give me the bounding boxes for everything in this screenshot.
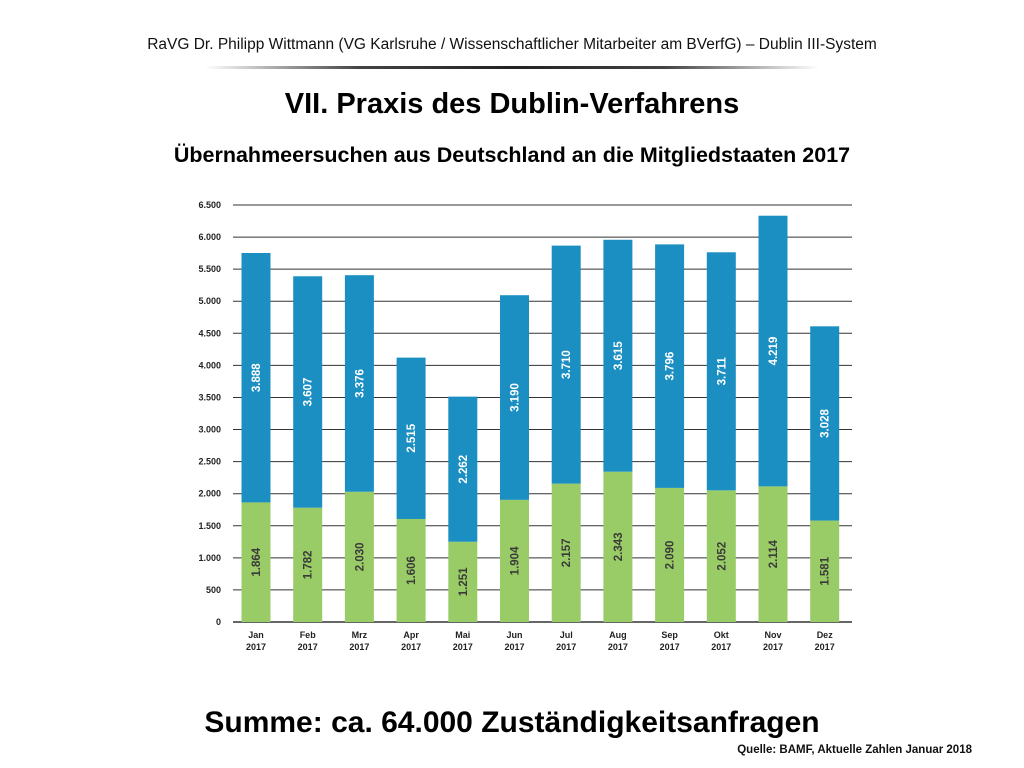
x-tick-year-label: 2017 <box>246 642 266 652</box>
bar-segment <box>448 396 478 542</box>
bar-segment <box>344 491 374 622</box>
bar-segment <box>655 244 685 488</box>
bar-value-label: 2.262 <box>458 455 470 484</box>
x-tick-label: Sep <box>661 630 678 640</box>
y-tick-label: 500 <box>206 585 221 595</box>
y-tick-label: 3.500 <box>198 392 221 402</box>
bar-segment <box>396 518 426 622</box>
source-note: Quelle: BAMF, Aktuelle Zahlen Januar 201… <box>737 744 972 756</box>
bar-segment <box>551 245 581 484</box>
x-tick-label: Feb <box>300 630 317 640</box>
bar-value-label: 3.190 <box>510 383 522 412</box>
x-tick-year-label: 2017 <box>608 642 628 652</box>
x-tick-year-label: 2017 <box>453 642 473 652</box>
bar-value-label: 2.090 <box>665 541 677 570</box>
bar-segment <box>603 471 633 622</box>
chart-subtitle: Übernahmeersuchen aus Deutschland an die… <box>173 143 851 167</box>
bar-value-label: 2.114 <box>768 540 780 569</box>
stacked-bar-chart: 0 500 1.000 1.500 2.000 2.500 3.000 3.500 4.000 4… <box>177 192 857 666</box>
bar-value-label: 3.796 <box>665 352 677 381</box>
bar-segment <box>396 357 426 519</box>
bar-segment <box>344 275 374 492</box>
x-tick-year-label: 2017 <box>763 642 783 652</box>
bar-segment <box>293 507 323 622</box>
bar-segment <box>241 502 271 622</box>
slide-title: VII. Praxis des Dublin-Verfahrens <box>284 88 740 120</box>
bar-value-label: 1.606 <box>406 556 418 585</box>
x-tick-label: Dez <box>817 630 834 640</box>
x-tick-label: Jul <box>560 630 573 640</box>
bar-value-label: 3.615 <box>613 341 625 370</box>
bar-segment <box>758 486 788 622</box>
summary-text: Summe: ca. 64.000 Zuständigkeitsanfragen <box>204 706 820 739</box>
y-tick-label: 2.000 <box>198 489 221 499</box>
x-tick-year-label: 2017 <box>504 642 524 652</box>
bar-segment <box>500 295 529 500</box>
x-tick-label: Jun <box>506 630 522 640</box>
bar-segment <box>655 487 685 622</box>
bar-value-label: 1.251 <box>458 567 470 596</box>
bar-segment <box>448 541 478 622</box>
y-tick-label: 3.000 <box>198 425 221 435</box>
bar-segment <box>810 326 840 521</box>
bar-value-label: 3.376 <box>354 369 366 398</box>
bar-segment <box>706 490 736 622</box>
y-tick-label: 1.000 <box>198 553 221 563</box>
x-tick-label: Mrz <box>352 630 368 640</box>
x-tick-label: Mai <box>455 630 470 640</box>
y-tick-label: 6.000 <box>198 232 221 242</box>
bar-value-label: 4.219 <box>768 337 780 366</box>
x-tick-year-label: 2017 <box>660 642 680 652</box>
y-tick-label: 5.000 <box>198 296 221 306</box>
bar-value-label: 3.711 <box>716 357 728 386</box>
bar-segment <box>603 239 633 472</box>
bar-value-label: 3.710 <box>561 350 573 379</box>
y-tick-label: 6.500 <box>198 200 221 210</box>
y-tick-label: 5.500 <box>198 264 221 274</box>
bar-segment <box>810 520 840 622</box>
x-tick-label: Aug <box>609 630 627 640</box>
y-tick-label: 0 <box>216 617 221 627</box>
bar-segment <box>758 215 788 487</box>
bar-value-label: 3.028 <box>820 408 832 437</box>
chart-svg: 0 500 1.000 1.500 2.000 2.500 3.000 3.500 4.000 4… <box>198 200 852 652</box>
x-tick-label: Apr <box>403 630 419 640</box>
bar-segment <box>706 252 736 491</box>
x-tick-year-label: 2017 <box>401 642 421 652</box>
bar-value-label: 2.052 <box>716 542 728 571</box>
x-tick-year-label: 2017 <box>711 642 731 652</box>
bar-value-label: 3.888 <box>251 363 263 392</box>
y-tick-label: 4.000 <box>198 360 221 370</box>
x-tick-year-label: 2017 <box>298 642 318 652</box>
bar-segment <box>500 499 529 622</box>
x-tick-year-label: 2017 <box>815 642 835 652</box>
y-tick-label: 4.500 <box>198 328 221 338</box>
y-tick-label: 1.500 <box>198 521 221 531</box>
x-tick-label: Okt <box>714 630 729 640</box>
bar-value-label: 2.515 <box>406 423 418 452</box>
slide-header: RaVG Dr. Philipp Wittmann (VG Karlsruhe … <box>147 36 877 53</box>
bar-value-label: 1.864 <box>251 547 263 576</box>
x-tick-label: Jan <box>248 630 264 640</box>
x-tick-label: Nov <box>764 630 781 640</box>
bar-value-label: 2.030 <box>354 542 366 571</box>
bar-segment <box>293 276 323 508</box>
header-divider <box>205 66 819 69</box>
y-tick-label: 2.500 <box>198 457 221 467</box>
bar-value-label: 1.581 <box>820 556 832 585</box>
bar-segment <box>551 483 581 622</box>
x-tick-year-label: 2017 <box>349 642 369 652</box>
bar-value-label: 2.157 <box>561 538 573 567</box>
bar-value-label: 1.904 <box>510 546 522 575</box>
bar-value-label: 3.607 <box>303 378 315 407</box>
bar-value-label: 2.343 <box>613 532 625 561</box>
x-tick-year-label: 2017 <box>556 642 576 652</box>
bar-value-label: 1.782 <box>303 550 315 579</box>
bar-segment <box>241 252 271 503</box>
